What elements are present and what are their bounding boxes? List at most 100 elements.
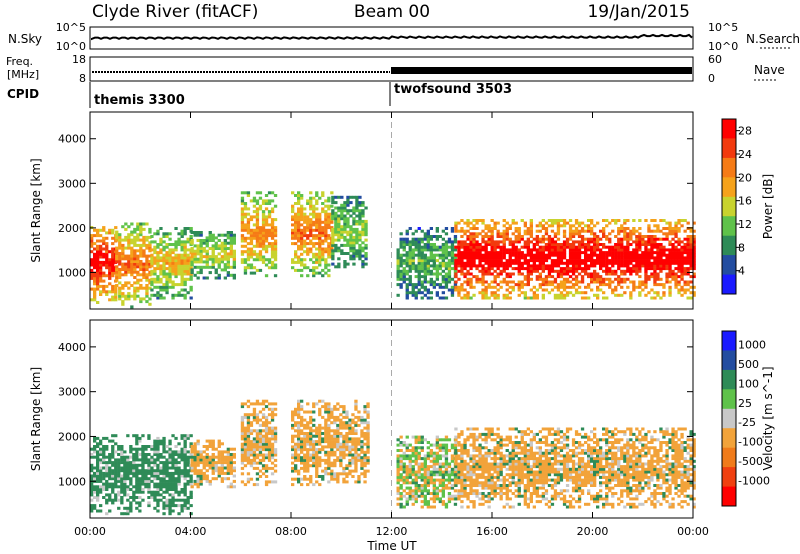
heatmap-cell: [629, 243, 633, 246]
heatmap-cell: [355, 238, 359, 242]
heatmap-cell: [96, 477, 100, 481]
heatmap-cell: [90, 488, 94, 491]
heatmap-cell: [608, 269, 612, 273]
heatmap-cell: [435, 291, 439, 295]
heatmap-cell: [126, 463, 130, 467]
heatmap-cell: [312, 210, 316, 214]
heatmap-cell: [123, 466, 127, 470]
heatmap-cell: [183, 277, 187, 281]
heatmap-cell: [330, 407, 334, 411]
heatmap-cell: [550, 237, 555, 241]
heatmap-cell: [469, 232, 473, 236]
heatmap-cell: [196, 249, 200, 253]
heatmap-cell: [517, 251, 521, 255]
heatmap-cell: [517, 240, 521, 244]
heatmap-cell: [306, 199, 310, 203]
heatmap-cell: [686, 280, 690, 284]
heatmap-cell: [360, 442, 364, 446]
heatmap-cell: [339, 448, 343, 452]
heatmap-cell: [211, 260, 215, 264]
heatmap-cell: [538, 272, 542, 276]
heatmap-cell: [339, 405, 343, 409]
heatmap-cell: [562, 272, 567, 276]
heatmap-cell: [593, 245, 597, 249]
heatmap-cell: [650, 245, 654, 249]
heatmap-cell: [177, 466, 181, 470]
heatmap-cell: [309, 220, 313, 224]
heatmap-cell: [450, 240, 455, 244]
heatmap-cell: [150, 474, 154, 478]
heatmap-cell: [226, 233, 230, 237]
heatmap-cell: [659, 277, 663, 281]
heatmap-cell: [420, 296, 424, 300]
heatmap-cell: [252, 483, 257, 487]
heatmap-cell: [535, 253, 539, 257]
heatmap-cell: [315, 461, 319, 465]
heatmap-cell: [246, 450, 251, 454]
heatmap-cell: [429, 291, 433, 295]
heatmap-cell: [396, 473, 400, 477]
heatmap-cell: [300, 196, 304, 200]
heatmap-cell: [680, 277, 684, 281]
heatmap-cell: [662, 283, 666, 287]
heatmap-cell: [333, 475, 337, 478]
heatmap-cell: [348, 450, 352, 454]
heatmap-cell: [223, 477, 227, 481]
heatmap-cell: [133, 257, 137, 261]
heatmap-cell: [258, 191, 263, 195]
heatmap-cell: [364, 238, 368, 242]
heatmap-cell: [273, 464, 278, 468]
heatmap-cell: [361, 225, 365, 229]
heatmap-cell: [226, 447, 230, 451]
heatmap-cell: [165, 275, 169, 279]
heatmap-cell: [571, 267, 576, 271]
heatmap-cell: [255, 258, 260, 262]
heatmap-cell: [677, 267, 681, 271]
heatmap-cell: [414, 291, 418, 295]
heatmap-cell: [118, 262, 122, 266]
heatmap-cell: [121, 257, 125, 261]
heatmap-cell: [505, 264, 509, 268]
heatmap-cell: [484, 248, 488, 252]
heatmap-cell: [330, 429, 334, 433]
heatmap-cell: [623, 269, 627, 273]
heatmap-cell: [511, 253, 515, 257]
heatmap-cell: [252, 407, 257, 411]
heatmap-cell: [202, 463, 206, 467]
heatmap-cell: [330, 437, 334, 441]
heatmap-cell: [214, 463, 218, 467]
heatmap-cell: [220, 458, 224, 462]
heatmap-cell: [144, 485, 148, 489]
heatmap-cell: [264, 429, 269, 433]
heatmap-cell: [484, 261, 488, 265]
heatmap-cell: [129, 506, 133, 510]
heatmap-cell: [617, 256, 621, 260]
heatmap-cell: [246, 458, 251, 462]
heatmap-cell: [312, 442, 316, 446]
heatmap-cell: [300, 268, 304, 272]
heatmap-cell: [559, 243, 564, 246]
heatmap-cell: [118, 297, 122, 301]
heatmap-cell: [366, 405, 370, 409]
heatmap-cell: [264, 442, 269, 446]
heatmap-cell: [523, 253, 527, 257]
heatmap-cell: [249, 247, 254, 251]
heatmap-cell: [481, 272, 485, 276]
heatmap-cell: [96, 301, 100, 304]
heatmap-cell: [294, 242, 298, 246]
heatmap-cell: [638, 275, 642, 279]
heatmap-cell: [96, 255, 100, 259]
heatmap-cell: [460, 235, 464, 238]
heatmap-cell: [327, 212, 331, 216]
heatmap-cell: [490, 248, 494, 252]
heatmap-cell: [508, 224, 512, 228]
heatmap-cell: [644, 248, 648, 252]
heatmap-cell: [291, 218, 295, 222]
heatmap-cell: [120, 445, 124, 448]
heatmap-cell: [411, 248, 415, 252]
heatmap-cell: [246, 263, 251, 267]
heatmap-cell: [120, 461, 124, 465]
heatmap-cell: [484, 259, 488, 263]
heatmap-cell: [399, 497, 403, 501]
heatmap-cell: [562, 261, 567, 265]
